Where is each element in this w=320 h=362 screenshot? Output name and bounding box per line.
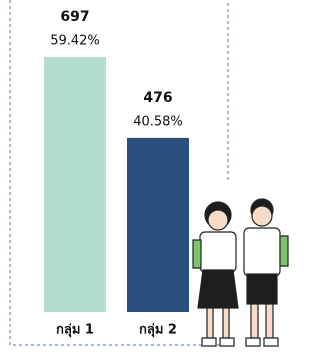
value-label: 476 xyxy=(143,90,172,106)
share-label: 59.42% xyxy=(50,34,100,49)
students-illustration xyxy=(193,199,288,346)
x-tick-label: กลุ่ม 2 xyxy=(139,323,177,338)
x-tick-label: กลุ่ม 1 xyxy=(56,323,94,338)
bar xyxy=(44,57,106,312)
frame xyxy=(10,0,228,345)
chart: 697 59.42% กลุ่ม 1 476 40.58% กลุ่ม 2 xyxy=(0,0,292,358)
share-label: 40.58% xyxy=(133,114,183,129)
bar xyxy=(127,138,189,312)
value-label: 697 xyxy=(60,9,89,25)
